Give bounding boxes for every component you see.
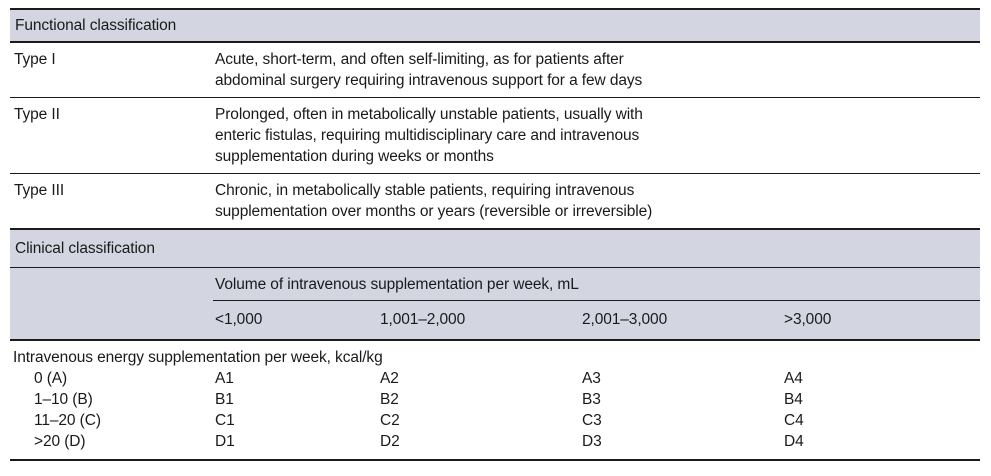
spacer-cell bbox=[10, 300, 213, 341]
matrix-cell: A3 bbox=[582, 370, 601, 387]
row-description: Chronic, in metabolically stable patient… bbox=[213, 173, 981, 230]
row-label: 11–20 (C) bbox=[34, 412, 101, 429]
matrix-cell: A1 bbox=[215, 370, 234, 387]
energy-group-header: Intravenous energy supplementation per w… bbox=[13, 349, 383, 366]
table-row: Functional classification bbox=[10, 9, 981, 43]
row-label: Type II bbox=[10, 97, 213, 174]
row-label: 0 (A) bbox=[34, 370, 68, 387]
matrix-cell: B1 bbox=[215, 391, 234, 408]
section-header-clinical: Clinical classification bbox=[10, 229, 981, 268]
table-row: Intravenous energy supplementation per w… bbox=[10, 340, 980, 368]
table-row: 11–20 (C) C1 C2 C3 C4 bbox=[10, 410, 980, 431]
row-label: 1–10 (B) bbox=[34, 391, 93, 408]
table-row: Type I Acute, short-term, and often self… bbox=[10, 42, 981, 98]
matrix-cell: B2 bbox=[380, 391, 399, 408]
row-description: Prolonged, often in metabolically unstab… bbox=[213, 97, 981, 174]
matrix-cell: C1 bbox=[215, 412, 235, 429]
matrix-cell: B3 bbox=[582, 391, 601, 408]
table-row: >20 (D) D1 D2 D3 D4 bbox=[10, 431, 980, 460]
row-label: Type I bbox=[10, 42, 213, 98]
matrix-cell: C2 bbox=[380, 412, 400, 429]
matrix-cell: B4 bbox=[784, 391, 803, 408]
matrix-cell: A2 bbox=[380, 370, 399, 387]
matrix-cell: D1 bbox=[215, 433, 235, 450]
matrix-cell: C3 bbox=[582, 412, 602, 429]
volume-column-header: <1,000 bbox=[213, 300, 378, 341]
volume-column-header: 1,001–2,000 bbox=[378, 300, 580, 341]
table-row: Type III Chronic, in metabolically stabl… bbox=[10, 173, 981, 230]
table-row: 1–10 (B) B1 B2 B3 B4 bbox=[10, 389, 980, 410]
table-row: 0 (A) A1 A2 A3 A4 bbox=[10, 368, 980, 389]
matrix-cell: A4 bbox=[784, 370, 803, 387]
table-row: Volume of intravenous supplementation pe… bbox=[10, 267, 981, 301]
volume-column-header: >3,000 bbox=[782, 300, 981, 341]
section-header-functional: Functional classification bbox=[10, 9, 981, 43]
matrix-cell: D4 bbox=[784, 433, 804, 450]
matrix-cell: C4 bbox=[784, 412, 804, 429]
classification-table: Functional classification Type I Acute, … bbox=[10, 8, 981, 461]
matrix-cell: D3 bbox=[582, 433, 602, 450]
volume-column-header: 2,001–3,000 bbox=[580, 300, 782, 341]
volume-spanner-header: Volume of intravenous supplementation pe… bbox=[213, 267, 981, 301]
table-row: <1,000 1,001–2,000 2,001–3,000 >3,000 bbox=[10, 300, 981, 341]
row-label: >20 (D) bbox=[34, 433, 86, 450]
table-row: Clinical classification bbox=[10, 229, 981, 268]
spacer-cell bbox=[10, 267, 213, 301]
row-description: Acute, short-term, and often self-limiti… bbox=[213, 42, 981, 98]
row-label: Type III bbox=[10, 173, 213, 230]
matrix-cell: D2 bbox=[380, 433, 400, 450]
table-row: Type II Prolonged, often in metabolicall… bbox=[10, 97, 981, 174]
